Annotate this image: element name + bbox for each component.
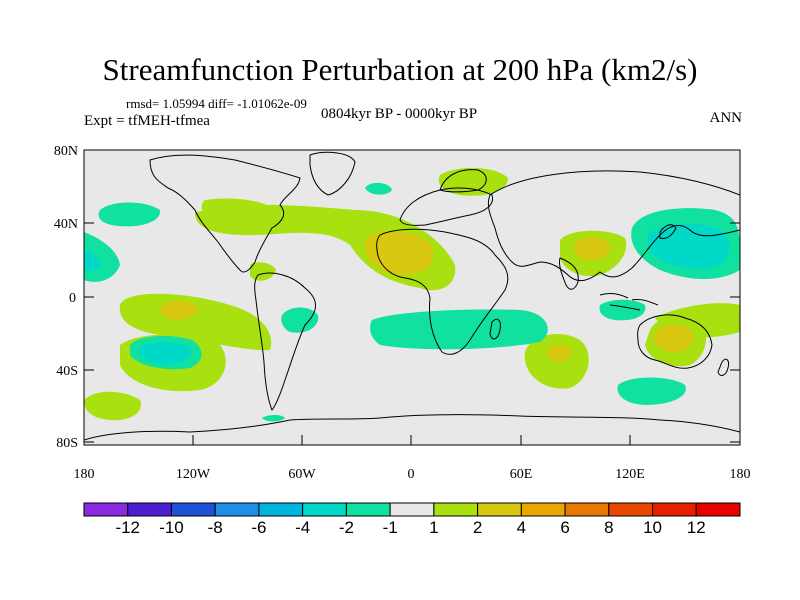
coastline-greenland (309, 151, 356, 196)
colorbar-label: -4 (295, 518, 310, 537)
colorbar-swatch (83, 502, 129, 517)
colorbar-swatch (302, 502, 347, 517)
contour-southwest-pacific (84, 391, 141, 421)
colorbar-swatch (433, 502, 479, 517)
season-label: ANN (709, 110, 743, 126)
contour-indian-ocean-core (546, 344, 572, 362)
rmsd-stats: rmsd= 1.05994 diff= -1.01062e-09 (126, 96, 307, 111)
contour-north-pacific-small (98, 202, 161, 227)
lat-tick-label: 40S (56, 364, 78, 379)
lon-tick-label: 0 (408, 467, 415, 482)
negative-contours-2-4 (84, 223, 730, 365)
coastline-asia (487, 170, 740, 282)
colorbar-label: -10 (159, 518, 184, 537)
colorbar-label: 10 (643, 518, 662, 537)
coastline-japan (659, 224, 677, 239)
period-label: 0804kyr BP - 0000kyr BP (321, 106, 478, 122)
lat-tick-label: 0 (69, 291, 76, 306)
coastline-antarctica (84, 414, 740, 441)
colorbar-labels: -12 -10 -8 -6 -4 -2 -1 1 2 4 6 8 10 12 (115, 518, 705, 537)
colorbar-swatch (564, 502, 610, 517)
colorbar-swatch (389, 502, 435, 517)
contour-northwest-europe (438, 167, 508, 196)
colorbar-label: 6 (560, 518, 569, 537)
contour-central-america (250, 262, 276, 281)
colorbar-label: -8 (208, 518, 223, 537)
coastline-indonesia (599, 293, 659, 311)
colorbar-swatch (652, 502, 697, 517)
lon-tick-label: 120W (176, 467, 211, 482)
colorbar-label: 12 (687, 518, 706, 537)
lon-tick-marks (83, 435, 741, 445)
contour-southern-ocean (617, 377, 686, 405)
colorbar-label: 8 (604, 518, 613, 537)
contour-north-atlantic (201, 198, 275, 222)
lat-tick-label: 80S (56, 436, 78, 451)
lon-tick-label: 180 (74, 467, 95, 482)
colorbar-label: -12 (115, 518, 140, 537)
colorbar-swatch (520, 502, 566, 517)
coastline-south-america (254, 272, 316, 411)
colorbar-label: 2 (473, 518, 482, 537)
contour-pacific-west-core (84, 250, 101, 272)
lon-tick-label: 60E (510, 467, 533, 482)
lon-tick-label: 60W (288, 467, 316, 482)
lat-tick-labels: 80N 40N 0 40S 80S (54, 144, 78, 451)
contour-south-atlantic (370, 309, 548, 350)
contour-north-pacific-core (648, 223, 730, 269)
colorbar (83, 502, 741, 517)
lat-tick-label: 80N (54, 144, 78, 159)
plot-title: Streamfunction Perturbation at 200 hPa (… (102, 52, 698, 87)
coastline-new-zealand (717, 358, 729, 376)
colorbar-swatch (345, 502, 391, 517)
colorbar-label: -1 (383, 518, 398, 537)
coastline-india (559, 257, 579, 290)
coastline-madagascar (489, 318, 501, 340)
coastline-north-america (149, 154, 301, 273)
coastline-africa (376, 228, 509, 355)
contour-australia-core (653, 324, 693, 353)
colorbar-swatch (477, 502, 522, 517)
lon-tick-label: 120E (615, 467, 645, 482)
contour-india-core (573, 237, 611, 261)
contour-east-pacific (119, 293, 272, 351)
colorbar-label: 4 (517, 518, 526, 537)
contour-arctic-small (365, 182, 392, 195)
coastline-australia (637, 314, 713, 369)
contour-south-brazil (281, 307, 319, 333)
colorbar-swatch (608, 502, 654, 517)
colorbar-swatch (127, 502, 172, 517)
colorbar-swatch (170, 502, 216, 517)
contour-antarctic-small (262, 415, 285, 422)
colorbar-swatch (258, 502, 304, 517)
lat-tick-marks (84, 149, 740, 443)
contour-east-pacific-core (160, 300, 198, 320)
coastline-scandinavia (439, 169, 487, 193)
colorbar-label: 1 (429, 518, 438, 537)
coastlines (84, 151, 740, 441)
lon-tick-label: 180 (730, 467, 751, 482)
colorbar-label: -2 (339, 518, 354, 537)
coastline-europe (399, 187, 494, 226)
lon-tick-labels: 180 120W 60W 0 60E 120E 180 (74, 467, 751, 482)
experiment-label: Expt = tfMEH-tfmea (84, 113, 210, 129)
colorbar-swatch (695, 502, 741, 517)
colorbar-swatch (214, 502, 260, 517)
colorbar-label: -6 (251, 518, 266, 537)
contour-fields (84, 167, 740, 422)
contour-south-pacific-core (139, 342, 192, 365)
lat-tick-label: 40N (54, 217, 78, 232)
